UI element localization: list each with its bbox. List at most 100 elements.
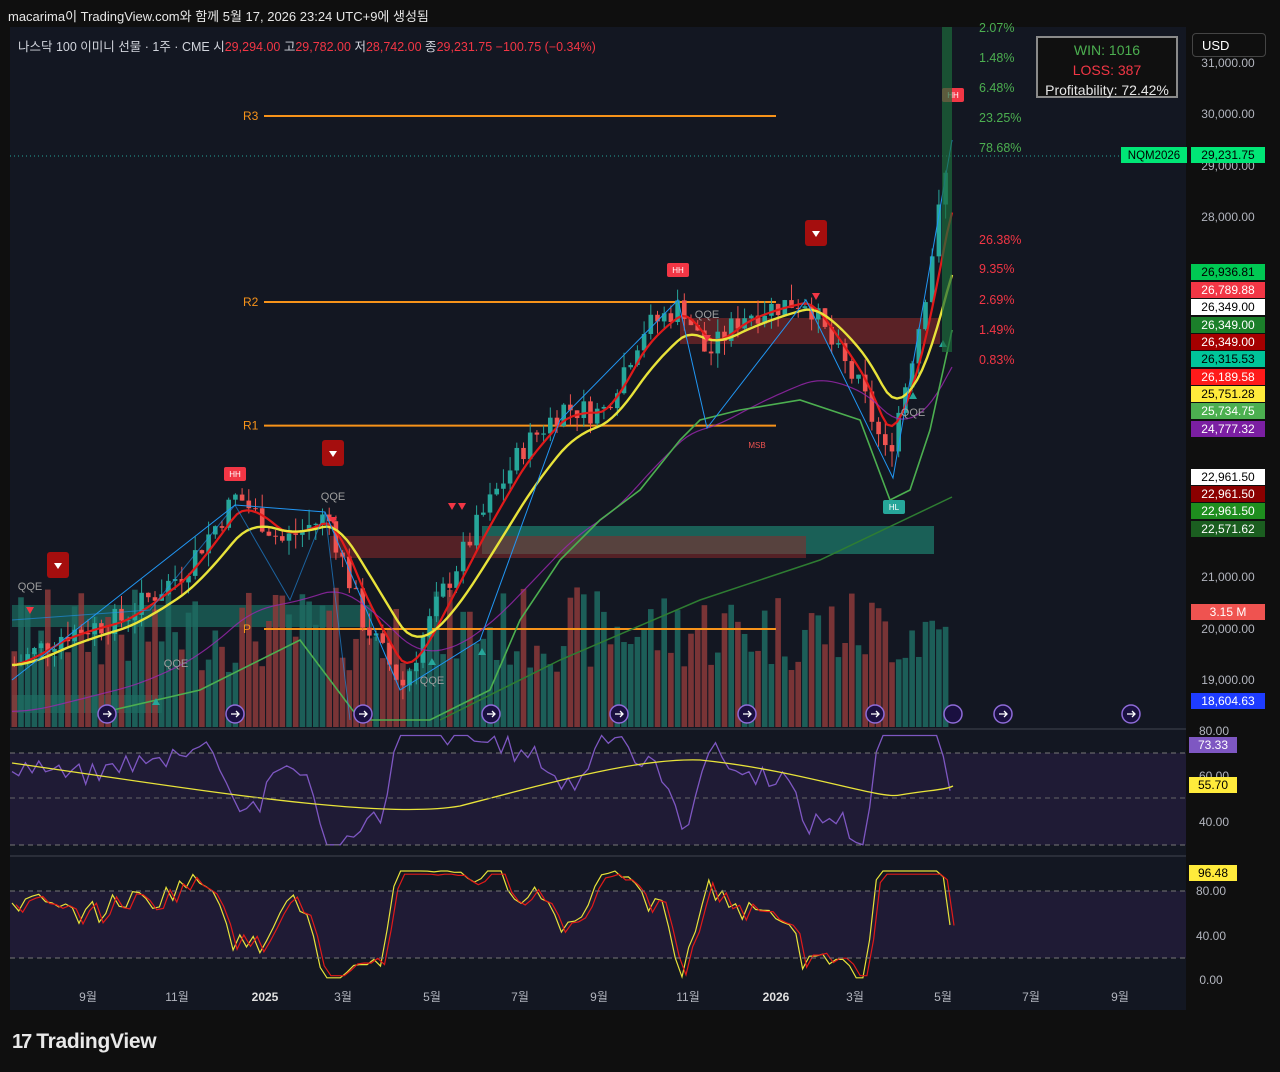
volume-bar	[581, 594, 587, 727]
candle-body	[929, 256, 935, 303]
candle-body	[869, 391, 875, 422]
candle-body	[862, 374, 868, 392]
fib-pct-label: 2.07%	[979, 21, 1014, 35]
indicator-tag-value: 55.70	[1198, 778, 1228, 792]
volume-bar	[889, 662, 895, 727]
candle-body	[246, 500, 252, 509]
price-tag	[1191, 282, 1265, 298]
candle-body	[152, 597, 158, 601]
price-tag	[1191, 693, 1265, 709]
price-tag-value: 22,961.50	[1201, 470, 1255, 484]
indicator-tag	[1189, 777, 1237, 793]
volume-bar	[78, 593, 85, 727]
volume-bar	[433, 591, 440, 727]
volume-bar	[132, 589, 138, 727]
currency-selector[interactable]: USD	[1192, 33, 1266, 57]
candle-body	[507, 470, 513, 484]
volume-bar	[272, 594, 279, 727]
candle-body	[601, 406, 607, 409]
candle-body	[641, 333, 647, 351]
volume-bar	[91, 616, 98, 727]
candle-body	[856, 374, 861, 379]
candle-body	[494, 488, 499, 495]
volume-bar	[547, 664, 554, 727]
session-arrow-icon	[359, 710, 368, 718]
volume-bar	[158, 641, 165, 727]
volume-bar	[165, 587, 172, 727]
volume-bar	[38, 630, 44, 727]
volume-bar	[654, 650, 661, 727]
volume-bar	[192, 601, 198, 727]
session-arrow-icon	[1127, 710, 1136, 718]
time-tick-label: 3월	[846, 990, 864, 1004]
time-tick-label: 7월	[1022, 990, 1040, 1004]
volume-bar	[292, 636, 299, 727]
sell-arrow-icon	[26, 607, 34, 614]
indicator-tag-value: 96.48	[1198, 866, 1228, 880]
time-tick-label: 11월	[165, 990, 189, 1004]
candle-body	[615, 393, 620, 409]
price-tick-label: 28,000.00	[1201, 210, 1255, 224]
price-tag	[1191, 521, 1265, 537]
volume-bar	[71, 606, 78, 727]
candle-body	[199, 550, 205, 554]
candle-body	[125, 620, 131, 622]
candle-body	[45, 643, 51, 652]
price-tag	[1191, 486, 1265, 502]
candle-body	[521, 447, 526, 460]
volume-bar	[788, 670, 795, 727]
fib-pct-label: 1.48%	[979, 51, 1014, 65]
price-tag-value: 3.15 M	[1210, 605, 1247, 619]
candle-body	[829, 326, 834, 345]
price-tag-value: 26,789.88	[1201, 283, 1255, 297]
volume-bar	[648, 609, 654, 727]
volume-bar	[152, 609, 158, 727]
candle-body	[79, 629, 84, 634]
volume-bar	[380, 658, 386, 727]
volume-bar	[822, 644, 828, 727]
candle-body	[648, 314, 654, 334]
volume-bar	[219, 646, 225, 727]
buy-arrow-icon	[152, 698, 160, 705]
candle-body	[300, 530, 305, 535]
pivot-label-r1: R1	[243, 419, 259, 433]
volume-bar	[795, 661, 801, 727]
volume-bar	[902, 657, 909, 727]
session-arrow-icon	[103, 710, 112, 718]
volume-bar	[406, 669, 413, 727]
qqe-label: QQE	[164, 658, 188, 670]
volume-bar	[587, 666, 594, 727]
candle-body	[387, 642, 392, 665]
session-arrow-icon	[231, 710, 240, 718]
candle-body	[849, 361, 855, 379]
label-hh	[667, 263, 689, 277]
volume-bar	[627, 644, 634, 727]
candle-body	[675, 300, 680, 323]
volume-bar	[715, 652, 721, 727]
volume-bar	[232, 662, 239, 727]
volume-bar	[353, 638, 359, 727]
time-tick-label: 5월	[423, 990, 441, 1004]
volume-bar	[942, 626, 949, 727]
price-tag	[1191, 317, 1265, 333]
volume-bar	[688, 633, 694, 727]
volume-bar	[480, 638, 487, 727]
symbol-legend: 나스닥 100 이미니 선물 · 1주 · CME 시29,294.00 고29…	[18, 40, 596, 54]
session-arrow-icon	[743, 710, 752, 718]
candle-body	[883, 434, 888, 446]
volume-bar	[279, 595, 286, 727]
volume-bar	[936, 629, 942, 727]
candle-body	[702, 330, 707, 352]
volume-bar	[855, 645, 862, 727]
candle-body	[695, 325, 700, 331]
session-arrow-icon	[487, 710, 496, 718]
session-arrow-icon	[871, 710, 880, 718]
volume-bar	[205, 659, 212, 727]
fib-pct-label: 26.38%	[979, 233, 1021, 247]
candle-body	[514, 447, 520, 471]
qqe-label: QQE	[901, 407, 925, 419]
time-tick-label: 5월	[934, 990, 952, 1004]
candle-body	[474, 514, 479, 546]
qqe-label: QQE	[18, 581, 42, 593]
